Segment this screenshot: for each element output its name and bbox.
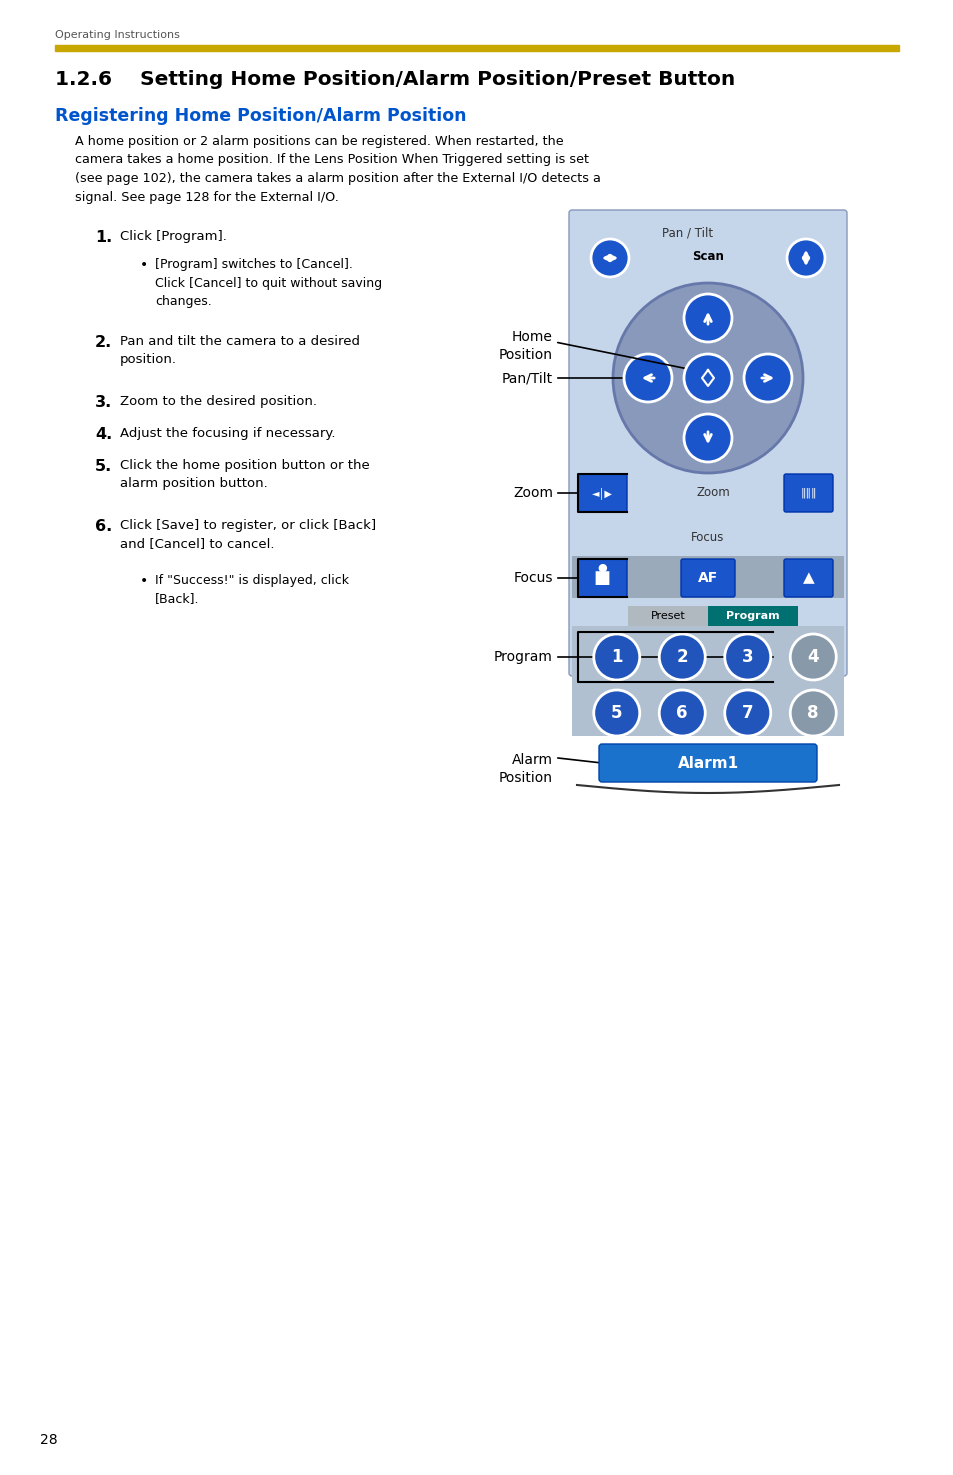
Text: 1: 1: [610, 648, 622, 667]
FancyBboxPatch shape: [598, 743, 816, 782]
Circle shape: [743, 354, 791, 403]
Text: AF: AF: [698, 571, 718, 586]
Text: 4.: 4.: [95, 426, 112, 442]
Circle shape: [724, 634, 770, 680]
Text: 4: 4: [806, 648, 819, 667]
Text: Alarm1: Alarm1: [677, 755, 738, 770]
Text: Home
Position: Home Position: [498, 330, 553, 363]
Circle shape: [593, 634, 639, 680]
Text: •: •: [140, 574, 148, 589]
Text: ‖‖‖: ‖‖‖: [800, 488, 817, 499]
Text: [Program] switches to [Cancel].
Click [Cancel] to quit without saving
changes.: [Program] switches to [Cancel]. Click [C…: [154, 258, 382, 308]
Text: 1.2.6    Setting Home Position/Alarm Position/Preset Button: 1.2.6 Setting Home Position/Alarm Positi…: [55, 69, 735, 88]
Circle shape: [590, 239, 628, 277]
Text: ●: ●: [597, 563, 606, 572]
Text: 8: 8: [806, 704, 818, 721]
Circle shape: [724, 690, 770, 736]
Text: Click [Save] to register, or click [Back]
and [Cancel] to cancel.: Click [Save] to register, or click [Back…: [120, 519, 375, 550]
Text: Program: Program: [725, 611, 779, 621]
Text: 7: 7: [741, 704, 753, 721]
FancyBboxPatch shape: [783, 473, 832, 512]
FancyBboxPatch shape: [578, 559, 626, 597]
Text: 3: 3: [741, 648, 753, 667]
Text: Click the home position button or the
alarm position button.: Click the home position button or the al…: [120, 459, 370, 491]
Text: Click [Program].: Click [Program].: [120, 230, 227, 243]
Circle shape: [789, 690, 836, 736]
Text: ■: ■: [593, 569, 610, 587]
Text: Adjust the focusing if necessary.: Adjust the focusing if necessary.: [120, 426, 335, 440]
Text: Focus: Focus: [691, 531, 724, 544]
Text: If "Success!" is displayed, click
[Back].: If "Success!" is displayed, click [Back]…: [154, 574, 349, 606]
Circle shape: [659, 690, 704, 736]
Text: Focus: Focus: [513, 571, 553, 586]
Text: Registering Home Position/Alarm Position: Registering Home Position/Alarm Position: [55, 108, 466, 125]
Text: Zoom to the desired position.: Zoom to the desired position.: [120, 395, 316, 409]
Text: 6.: 6.: [95, 519, 112, 534]
Text: 2: 2: [676, 648, 687, 667]
Bar: [55, 46, 898, 52]
Text: Zoom: Zoom: [513, 485, 553, 500]
Text: Operating Instructions: Operating Instructions: [55, 30, 180, 40]
Circle shape: [659, 634, 704, 680]
Circle shape: [789, 634, 836, 680]
Text: 3.: 3.: [95, 395, 112, 410]
Text: A home position or 2 alarm positions can be registered. When restarted, the
came: A home position or 2 alarm positions can…: [75, 136, 600, 204]
Text: Zoom: Zoom: [696, 487, 729, 500]
Text: Scan: Scan: [691, 249, 723, 263]
Text: Preset: Preset: [650, 611, 684, 621]
Circle shape: [623, 354, 671, 403]
Bar: [572, 475, 843, 513]
Text: 1.: 1.: [95, 230, 112, 245]
Circle shape: [593, 690, 639, 736]
Circle shape: [683, 414, 731, 462]
Bar: [707, 606, 797, 625]
FancyBboxPatch shape: [568, 209, 846, 676]
Circle shape: [683, 294, 731, 342]
Text: Pan/Tilt: Pan/Tilt: [501, 372, 553, 385]
Circle shape: [786, 239, 824, 277]
Text: •: •: [140, 258, 148, 271]
Text: Pan / Tilt: Pan / Tilt: [661, 227, 713, 240]
Text: 28: 28: [40, 1434, 57, 1447]
FancyBboxPatch shape: [578, 473, 626, 512]
Bar: [572, 625, 843, 736]
Text: 6: 6: [676, 704, 687, 721]
Circle shape: [613, 283, 802, 473]
Text: Alarm
Position: Alarm Position: [498, 754, 553, 785]
Text: ▲: ▲: [802, 571, 814, 586]
Circle shape: [683, 354, 731, 403]
Text: ◄│▶: ◄│▶: [591, 487, 612, 499]
Text: Pan and tilt the camera to a desired
position.: Pan and tilt the camera to a desired pos…: [120, 335, 359, 366]
FancyBboxPatch shape: [680, 559, 734, 597]
Bar: [627, 606, 707, 625]
Bar: [572, 556, 843, 597]
Text: Program: Program: [494, 650, 553, 664]
Text: 5.: 5.: [95, 459, 112, 473]
Text: 5: 5: [610, 704, 622, 721]
FancyBboxPatch shape: [783, 559, 832, 597]
Text: 2.: 2.: [95, 335, 112, 350]
